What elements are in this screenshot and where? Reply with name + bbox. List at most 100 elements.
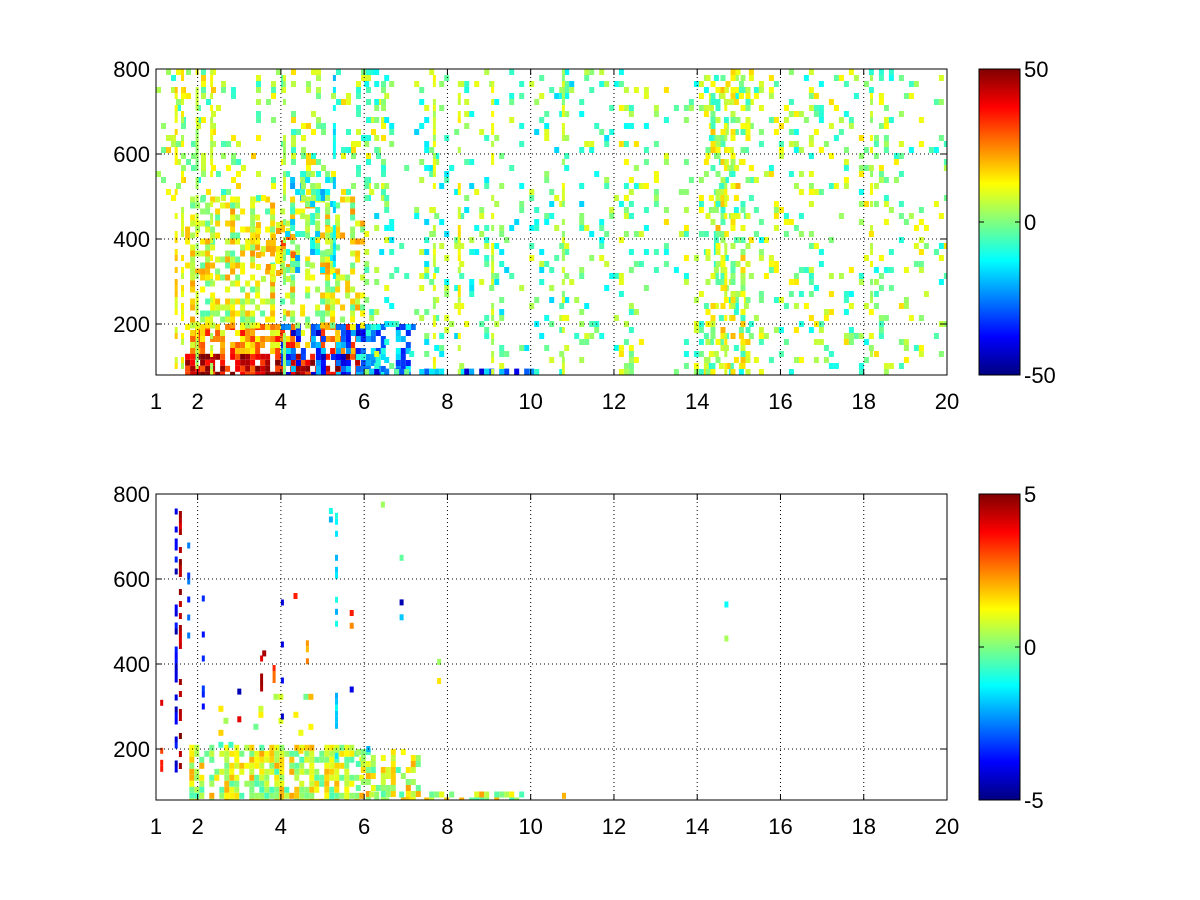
heat-cell — [350, 286, 356, 293]
heat-cell — [589, 321, 595, 327]
stripe-cell — [870, 93, 873, 99]
heat-cell — [355, 366, 361, 372]
heat-cell — [758, 105, 764, 111]
heat-cell — [240, 348, 246, 354]
stripe-cell — [178, 637, 182, 643]
heat-cell — [773, 261, 779, 267]
heat-cell — [324, 798, 330, 800]
heat-cell — [316, 159, 321, 165]
heat-cell — [730, 303, 736, 309]
heat-cell — [878, 333, 884, 339]
stripe-cell — [174, 105, 178, 111]
heat-cell — [918, 249, 924, 255]
heat-cell — [334, 768, 340, 775]
x-tick-label: 18 — [851, 814, 875, 839]
stripe-cell — [724, 249, 728, 255]
heat-cell — [365, 330, 371, 336]
heat-cell — [745, 339, 751, 345]
heat-cell — [364, 231, 370, 237]
stripe-cell — [432, 249, 436, 255]
heat-cell — [720, 93, 726, 99]
heat-cell — [494, 273, 500, 279]
stripe-cell — [332, 255, 336, 261]
stripe-cell — [561, 159, 565, 165]
heat-cell — [479, 797, 485, 800]
heat-cell — [225, 324, 231, 330]
heat-cell — [715, 105, 721, 111]
heat-cell — [341, 189, 346, 195]
heat-cell — [718, 363, 724, 369]
heat-cell — [599, 237, 605, 243]
heat-cell — [351, 141, 356, 147]
heat-cell — [366, 75, 371, 81]
heat-cell — [350, 330, 356, 336]
heat-cell — [778, 141, 784, 147]
stripe-cell — [195, 105, 199, 111]
heat-cell — [618, 351, 624, 357]
heat-cell — [778, 297, 784, 303]
heat-cell — [913, 345, 919, 351]
heat-cell — [370, 324, 376, 330]
x-tick-label: 14 — [685, 814, 709, 839]
heat-cell — [190, 298, 196, 305]
heat-cell — [199, 762, 205, 769]
heat-cell — [898, 141, 904, 147]
heat-cell — [189, 792, 195, 799]
heat-cell — [703, 231, 709, 237]
heat-cell — [579, 321, 585, 327]
heat-cell — [265, 240, 271, 246]
heat-cell — [310, 330, 316, 336]
heat-cell — [200, 286, 206, 293]
heat-cell — [628, 213, 634, 219]
heat-cell — [798, 111, 804, 117]
stripe-cell — [332, 207, 336, 213]
stripe-cell — [870, 225, 873, 231]
heat-cell — [301, 195, 306, 201]
heat-cell — [464, 195, 470, 201]
heat-cell — [693, 327, 699, 333]
heat-cell — [381, 189, 386, 195]
heat-cell — [740, 309, 746, 315]
heat-cell — [304, 792, 310, 799]
heat-cell — [663, 219, 669, 225]
heat-cell — [544, 213, 550, 219]
heat-cell — [380, 797, 386, 800]
heat-cell — [720, 333, 726, 339]
stripe-cell — [724, 339, 728, 345]
heat-cell — [818, 117, 824, 123]
heat-cell — [250, 298, 256, 305]
heat-cell — [710, 273, 716, 279]
heat-cell — [715, 225, 721, 231]
heat-cell — [346, 93, 351, 99]
heat-cell — [858, 279, 864, 285]
stripe-cell — [174, 363, 178, 369]
heat-cell — [311, 189, 316, 195]
colorbar-tick-label: 0 — [1024, 210, 1036, 235]
heat-cell — [703, 159, 709, 165]
heat-cell — [200, 336, 206, 342]
heat-cell — [295, 371, 301, 375]
heat-cell — [340, 342, 346, 348]
stripe-cell — [195, 159, 199, 165]
heat-cell — [554, 195, 560, 201]
stripe-cell — [457, 297, 461, 303]
heat-cell — [803, 75, 809, 81]
heat-cell — [341, 147, 346, 153]
heat-cell — [306, 87, 311, 93]
heat-cell — [225, 304, 231, 311]
heat-cell — [720, 279, 726, 285]
colorbar-tick-label: 0 — [1024, 635, 1036, 660]
heat-cell — [261, 195, 266, 201]
heat-cell — [350, 196, 356, 203]
heat-cell — [908, 315, 914, 321]
heat-cell — [579, 225, 585, 231]
heat-cell — [259, 768, 265, 775]
stripe-cell — [432, 333, 436, 339]
heat-cell — [290, 234, 296, 240]
heat-cell — [579, 201, 585, 207]
heat-cell — [878, 75, 884, 81]
heat-cell — [415, 785, 421, 791]
heat-cell — [519, 123, 525, 129]
heat-cell — [414, 213, 420, 219]
